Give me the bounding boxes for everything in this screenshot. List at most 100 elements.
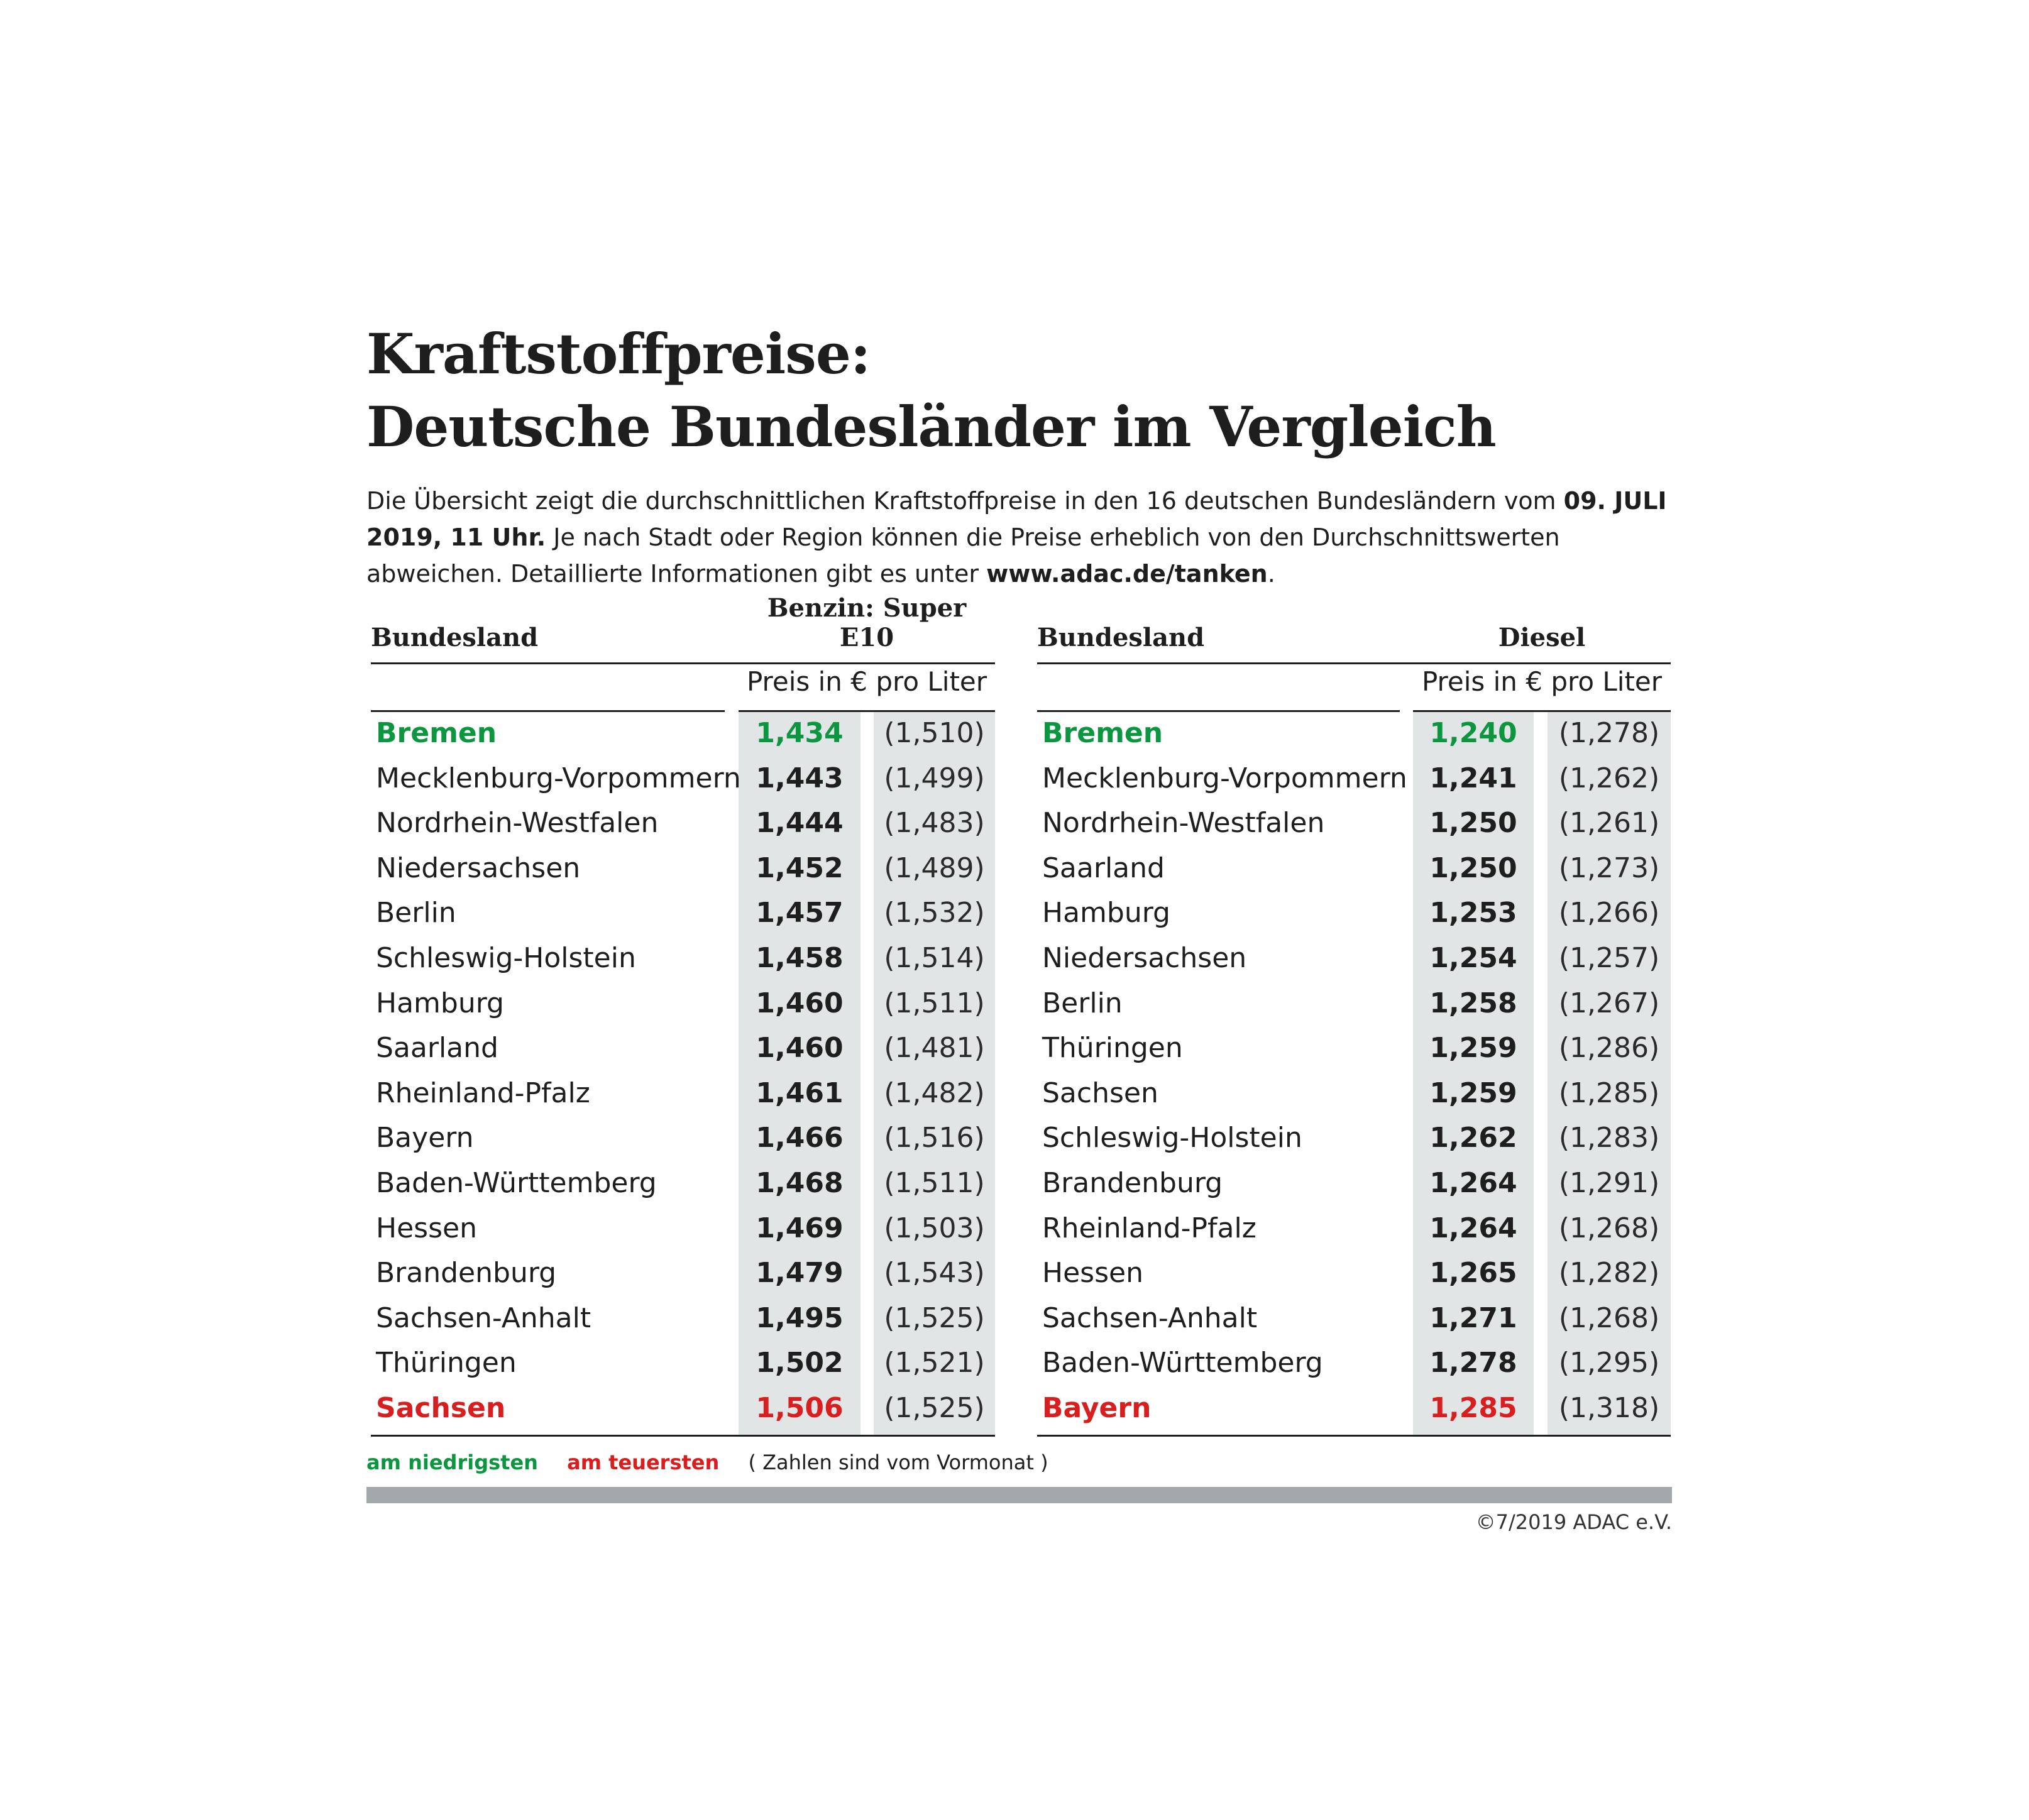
column-header-fuel: Benzin: Super E10 [767,593,967,652]
state-name: Mecklenburg-Vorpommern [376,762,741,794]
previous-month-price: (1,499) [884,762,985,794]
page-title: Kraftstoffpreise: Deutsche Bundesländer … [366,317,1497,463]
title-line-2: Deutsche Bundesländer im Vergleich [366,394,1497,459]
current-price: 1,258 [1429,987,1517,1019]
current-price: 1,240 [1429,717,1517,749]
state-name: Hessen [1042,1257,1143,1290]
state-name: Schleswig-Holstein [1042,1122,1302,1154]
previous-month-price: (1,282) [1558,1257,1660,1290]
table-row: Brandenburg 1,264 (1,291) [1037,1163,1671,1209]
previous-month-price: (1,483) [884,807,985,840]
table-row: Mecklenburg-Vorpommern 1,443 (1,499) [371,759,995,804]
state-name: Sachsen-Anhalt [1042,1302,1258,1334]
current-price: 1,265 [1429,1257,1517,1290]
state-name: Baden-Württemberg [1042,1347,1323,1379]
table-row: Brandenburg 1,479 (1,543) [371,1253,995,1298]
current-price: 1,262 [1429,1122,1517,1154]
current-price: 1,458 [756,942,844,974]
state-name: Bremen [1042,717,1163,749]
state-name: Baden-Württemberg [376,1167,657,1199]
table-row: Bremen 1,240 (1,278) [1037,713,1671,759]
current-price: 1,460 [756,1032,844,1065]
current-price: 1,443 [756,762,844,794]
table-row: Bayern 1,466 (1,516) [371,1118,995,1163]
state-name: Niedersachsen [376,852,581,884]
title-line-1: Kraftstoffpreise: [366,321,871,386]
state-name: Nordrhein-Westfalen [1042,807,1325,840]
column-header-fuel: Diesel [1498,623,1586,652]
table-row: Baden-Württemberg 1,468 (1,511) [371,1163,995,1209]
name-rule [371,710,725,712]
legend-highest: am teuersten [567,1450,720,1474]
state-name: Saarland [376,1032,498,1065]
bottom-rule [371,1435,995,1437]
previous-month-price: (1,511) [884,1167,985,1199]
previous-month-price: (1,525) [884,1302,985,1334]
current-price: 1,444 [756,807,844,840]
state-name: Bayern [376,1122,474,1154]
table-row: Rheinland-Pfalz 1,264 (1,268) [1037,1209,1671,1254]
previous-month-price: (1,267) [1558,987,1660,1019]
unit-label: Preis in € pro Liter [1421,666,1663,697]
intro-text: Die Übersicht zeigt die durchschnittlich… [366,483,1699,592]
current-price: 1,259 [1429,1032,1517,1065]
state-name: Sachsen [1042,1077,1158,1109]
current-price: 1,254 [1429,942,1517,974]
current-price: 1,461 [756,1077,844,1109]
unit-label: Preis in € pro Liter [746,666,987,697]
legend-lowest: am niedrigsten [366,1450,538,1474]
previous-month-price: (1,532) [884,897,985,929]
table-row: Hamburg 1,460 (1,511) [371,984,995,1029]
state-name: Rheinland-Pfalz [376,1077,590,1109]
current-price: 1,434 [756,717,844,749]
divider-bar [366,1487,1672,1503]
previous-month-price: (1,543) [884,1257,985,1290]
previous-month-price: (1,286) [1558,1032,1660,1065]
price-column-shade [1413,712,1534,1436]
intro-link: www.adac.de/tanken [986,560,1268,588]
state-name: Thüringen [1042,1032,1183,1065]
legend: am niedrigsten am teuersten ( Zahlen sin… [366,1450,1071,1474]
state-name: Thüringen [376,1347,517,1379]
state-name: Schleswig-Holstein [376,942,636,974]
table-row: Baden-Württemberg 1,278 (1,295) [1037,1343,1671,1388]
state-name: Hamburg [376,987,504,1019]
previous-month-price: (1,489) [884,852,985,884]
table-row: Niedersachsen 1,254 (1,257) [1037,938,1671,984]
previous-month-price: (1,521) [884,1347,985,1379]
table-row: Schleswig-Holstein 1,262 (1,283) [1037,1118,1671,1163]
state-name: Nordrhein-Westfalen [376,807,659,840]
previous-month-price: (1,514) [884,942,985,974]
previous-month-price: (1,511) [884,987,985,1019]
previous-month-price: (1,510) [884,717,985,749]
table-row: Schleswig-Holstein 1,458 (1,514) [371,938,995,984]
table-row: Hamburg 1,253 (1,266) [1037,893,1671,938]
state-name: Bayern [1042,1392,1152,1424]
intro-part: . [1267,560,1275,588]
copyright: ©7/2019 ADAC e.V. [1475,1510,1672,1534]
current-price: 1,468 [756,1167,844,1199]
table-row: Saarland 1,460 (1,481) [371,1028,995,1073]
state-name: Sachsen [376,1392,506,1424]
previous-month-price: (1,268) [1558,1212,1660,1244]
previous-month-price: (1,482) [884,1077,985,1109]
name-rule [1037,710,1400,712]
table-row: Nordrhein-Westfalen 1,444 (1,483) [371,803,995,848]
state-name: Brandenburg [1042,1167,1223,1199]
table-row: Saarland 1,250 (1,273) [1037,848,1671,894]
column-header-state: Bundesland [1037,623,1205,652]
bottom-rule [1037,1435,1671,1437]
table-row: Sachsen-Anhalt 1,271 (1,268) [1037,1298,1671,1344]
previous-month-price: (1,261) [1558,807,1660,840]
previous-month-price: (1,266) [1558,897,1660,929]
previous-month-price: (1,283) [1558,1122,1660,1154]
current-price: 1,285 [1429,1392,1517,1424]
previous-month-price: (1,295) [1558,1347,1660,1379]
current-price: 1,264 [1429,1212,1517,1244]
table-row: Nordrhein-Westfalen 1,250 (1,261) [1037,803,1671,848]
current-price: 1,469 [756,1212,844,1244]
prev-column-shade [874,712,995,1436]
table-row: Sachsen 1,259 (1,285) [1037,1073,1671,1119]
current-price: 1,460 [756,987,844,1019]
table-row: Rheinland-Pfalz 1,461 (1,482) [371,1073,995,1119]
